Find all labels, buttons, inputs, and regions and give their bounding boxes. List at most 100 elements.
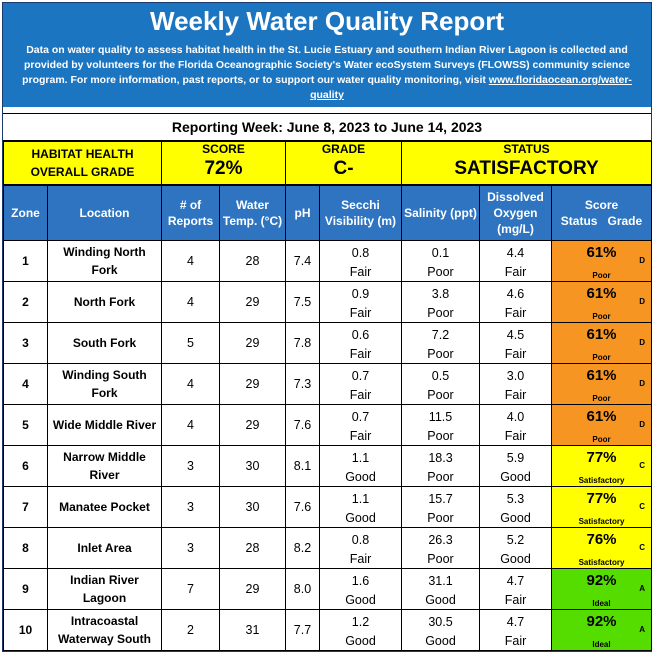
col-score-grade: Score Status Grade bbox=[551, 185, 652, 241]
zone-grade: C bbox=[639, 502, 645, 511]
zone-rows: 1 Winding North Fork 4 28 7.4 0.8 Fair 0.1 Poor 4… bbox=[3, 240, 652, 651]
zone-location: Narrow Middle River bbox=[47, 445, 162, 487]
salinity-value: 3.8 bbox=[431, 287, 450, 301]
zone-number: 3 bbox=[3, 322, 48, 364]
zone-status: Satisfactory bbox=[578, 517, 625, 526]
zone-number: 2 bbox=[3, 281, 48, 323]
zone-grade: D bbox=[639, 379, 645, 388]
secchi-cell: 1.6 Good bbox=[319, 568, 402, 610]
zone-score: 92% bbox=[586, 572, 617, 589]
oxygen-rating: Good bbox=[500, 470, 531, 484]
oxygen-rating: Fair bbox=[504, 593, 527, 607]
oxygen-value: 4.6 bbox=[506, 287, 525, 301]
water-temp: 29 bbox=[219, 404, 286, 446]
table-row: 3 South Fork 5 29 7.8 0.6 Fair 7.2 Poor 4.5 Fair 61… bbox=[3, 322, 652, 364]
report-count: 4 bbox=[161, 240, 220, 282]
report-count: 3 bbox=[161, 445, 220, 487]
zone-number: 9 bbox=[3, 568, 48, 610]
water-temp: 29 bbox=[219, 568, 286, 610]
water-temp: 30 bbox=[219, 486, 286, 528]
oxygen-cell: 4.0 Fair bbox=[479, 404, 552, 446]
zone-score: 61% bbox=[586, 326, 617, 343]
zone-grade: D bbox=[639, 420, 645, 429]
water-temp: 29 bbox=[219, 281, 286, 323]
salinity-rating: Poor bbox=[427, 511, 454, 525]
secchi-cell: 0.7 Fair bbox=[319, 363, 402, 405]
report-count: 3 bbox=[161, 486, 220, 528]
water-temp: 28 bbox=[219, 240, 286, 282]
oxygen-rating: Fair bbox=[504, 306, 527, 320]
zone-location: Intracoastal Waterway South bbox=[47, 609, 162, 651]
water-quality-link[interactable]: www.floridaocean.org/water-quality bbox=[310, 74, 632, 101]
zone-status: Poor bbox=[592, 435, 611, 444]
zone-location: Wide Middle River bbox=[47, 404, 162, 446]
salinity-cell: 7.2 Poor bbox=[401, 322, 480, 364]
status-label: STATUS bbox=[503, 142, 550, 156]
oxygen-cell: 5.3 Good bbox=[479, 486, 552, 528]
salinity-rating: Poor bbox=[427, 429, 454, 443]
reporting-week: Reporting Week: June 8, 2023 to June 14,… bbox=[3, 113, 651, 141]
col-location: Location bbox=[47, 185, 162, 241]
salinity-value: 7.2 bbox=[431, 328, 450, 342]
report-count: 5 bbox=[161, 322, 220, 364]
oxygen-rating: Fair bbox=[504, 265, 527, 279]
zone-location: North Fork bbox=[47, 281, 162, 323]
habitat-health-label: HABITAT HEALTH OVERALL GRADE bbox=[3, 141, 162, 185]
ph-value: 8.0 bbox=[285, 568, 320, 610]
table-row: 10 Intracoastal Waterway South 2 31 7.7 1.2 Go… bbox=[3, 609, 652, 651]
table-row: 1 Winding North Fork 4 28 7.4 0.8 Fair 0.1 Poor 4… bbox=[3, 240, 652, 282]
zone-location: Winding North Fork bbox=[47, 240, 162, 282]
score-status-cell: 76% C Satisfactory bbox=[551, 527, 652, 569]
secchi-cell: 1.1 Good bbox=[319, 486, 402, 528]
ph-value: 8.1 bbox=[285, 445, 320, 487]
salinity-rating: Poor bbox=[427, 388, 454, 402]
grade-value: C- bbox=[333, 158, 354, 179]
table-row: 9 Indian River Lagoon 7 29 8.0 1.6 Good 31.1 Goo… bbox=[3, 568, 652, 610]
oxygen-value: 4.7 bbox=[506, 574, 525, 588]
ph-value: 7.6 bbox=[285, 486, 320, 528]
zone-grade: C bbox=[639, 543, 645, 552]
zone-grade: C bbox=[639, 461, 645, 470]
zone-score: 61% bbox=[586, 244, 617, 261]
score-status-cell: 92% A Ideal bbox=[551, 568, 652, 610]
secchi-rating: Good bbox=[345, 634, 376, 648]
score-value: 72% bbox=[204, 158, 243, 179]
report-count: 7 bbox=[161, 568, 220, 610]
secchi-rating: Fair bbox=[349, 347, 372, 361]
zone-status: Ideal bbox=[592, 640, 611, 649]
secchi-value: 0.8 bbox=[351, 533, 370, 547]
ph-value: 7.3 bbox=[285, 363, 320, 405]
table-row: 6 Narrow Middle River 3 30 8.1 1.1 Good 18.3 Poo… bbox=[3, 445, 652, 487]
water-temp: 28 bbox=[219, 527, 286, 569]
salinity-cell: 26.3 Poor bbox=[401, 527, 480, 569]
secchi-cell: 0.8 Fair bbox=[319, 240, 402, 282]
secchi-value: 1.2 bbox=[351, 615, 370, 629]
col-score-status-label: Score Status bbox=[560, 198, 619, 228]
secchi-value: 1.1 bbox=[351, 492, 370, 506]
secchi-rating: Fair bbox=[349, 306, 372, 320]
salinity-rating: Good bbox=[425, 593, 456, 607]
score-status-cell: 92% A Ideal bbox=[551, 609, 652, 651]
secchi-rating: Good bbox=[345, 470, 376, 484]
secchi-cell: 0.6 Fair bbox=[319, 322, 402, 364]
zone-score: 61% bbox=[586, 408, 617, 425]
zone-number: 10 bbox=[3, 609, 48, 651]
salinity-cell: 15.7 Poor bbox=[401, 486, 480, 528]
zone-grade: A bbox=[639, 584, 645, 593]
report-title: Weekly Water Quality Report bbox=[150, 6, 504, 36]
col-reports: # of Reports bbox=[161, 185, 220, 241]
zone-score: 61% bbox=[586, 285, 617, 302]
zone-number: 6 bbox=[3, 445, 48, 487]
secchi-rating: Fair bbox=[349, 552, 372, 566]
salinity-cell: 0.5 Poor bbox=[401, 363, 480, 405]
salinity-value: 26.3 bbox=[428, 533, 453, 547]
oxygen-rating: Fair bbox=[504, 388, 527, 402]
ph-value: 7.5 bbox=[285, 281, 320, 323]
salinity-cell: 11.5 Poor bbox=[401, 404, 480, 446]
salinity-rating: Good bbox=[425, 634, 456, 648]
oxygen-cell: 4.5 Fair bbox=[479, 322, 552, 364]
ph-value: 7.4 bbox=[285, 240, 320, 282]
salinity-value: 30.5 bbox=[428, 615, 453, 629]
oxygen-value: 5.3 bbox=[506, 492, 525, 506]
report-count: 2 bbox=[161, 609, 220, 651]
